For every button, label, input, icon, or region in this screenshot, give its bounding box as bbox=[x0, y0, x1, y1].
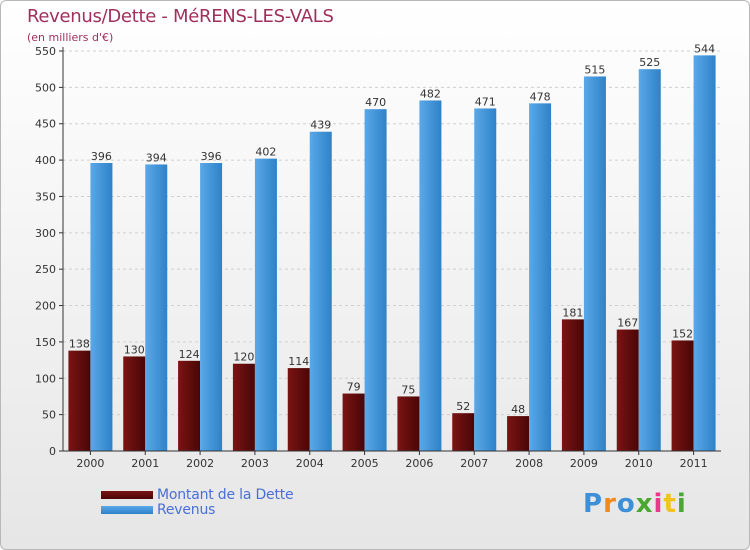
data-label-revenue: 478 bbox=[530, 90, 551, 103]
legend-label-revenue: Revenus bbox=[157, 502, 216, 518]
x-tick-label: 2010 bbox=[625, 457, 653, 470]
axes: 0 50 100 150 200 250 300 350 400 450 500 550 2000 200… bbox=[35, 45, 721, 470]
bar-debt bbox=[616, 329, 639, 451]
bar-revenue bbox=[364, 109, 387, 451]
data-label-debt: 130 bbox=[124, 343, 145, 356]
legend-label-debt: Montant de la Dette bbox=[157, 487, 294, 503]
x-tick-label: 2009 bbox=[570, 457, 598, 470]
x-tick-label: 2000 bbox=[76, 457, 104, 470]
data-label-debt: 124 bbox=[179, 348, 200, 361]
data-label-revenue: 470 bbox=[365, 96, 386, 109]
y-tick-label: 50 bbox=[42, 409, 56, 422]
x-tick-label: 2002 bbox=[186, 457, 214, 470]
y-tick-label: 100 bbox=[35, 372, 56, 385]
data-label-revenue: 544 bbox=[694, 42, 715, 55]
x-tick-label: 2004 bbox=[296, 457, 324, 470]
x-tick-label: 2001 bbox=[131, 457, 159, 470]
data-label-debt: 181 bbox=[562, 306, 583, 319]
legend-swatch-revenue bbox=[101, 506, 153, 514]
chart-subtitle: (en milliers d'€) bbox=[27, 31, 114, 44]
bar-debt bbox=[287, 368, 310, 451]
x-tick-label: 2003 bbox=[241, 457, 269, 470]
x-tick-label: 2005 bbox=[351, 457, 379, 470]
bar-debt bbox=[178, 360, 201, 451]
bar-revenue bbox=[693, 55, 716, 451]
data-label-debt: 114 bbox=[288, 355, 309, 368]
bar-revenue bbox=[638, 69, 661, 451]
y-tick-label: 500 bbox=[35, 81, 56, 94]
chart-title: Revenus/Dette - MéRENS-LES-VALS bbox=[27, 6, 334, 27]
x-tick-label: 2006 bbox=[405, 457, 433, 470]
x-tick-label: 2011 bbox=[680, 457, 708, 470]
data-label-debt: 138 bbox=[69, 338, 90, 351]
logo-letter: r bbox=[603, 489, 617, 519]
y-tick-label: 400 bbox=[35, 154, 56, 167]
data-label-revenue: 471 bbox=[475, 95, 496, 108]
data-label-debt: 79 bbox=[347, 381, 361, 394]
data-label-debt: 75 bbox=[401, 383, 415, 396]
bars bbox=[68, 55, 716, 452]
bar-debt bbox=[123, 356, 146, 451]
data-label-revenue: 482 bbox=[420, 87, 441, 100]
logo-letter: i bbox=[676, 489, 687, 519]
data-label-debt: 120 bbox=[233, 351, 254, 364]
bar-debt bbox=[561, 319, 584, 451]
x-tick-label: 2008 bbox=[515, 457, 543, 470]
y-tick-label: 200 bbox=[35, 300, 56, 313]
bar-debt bbox=[232, 363, 255, 451]
bar-revenue bbox=[145, 164, 168, 452]
y-tick-label: 150 bbox=[35, 336, 56, 349]
data-labels: 138 396 130 394 124 396 120 402 114 439 79 470 75 482… bbox=[69, 42, 715, 416]
legend-item-debt: Montant de la Dette bbox=[101, 487, 294, 503]
logo-letter: t bbox=[663, 489, 677, 519]
bar-revenue bbox=[419, 100, 442, 452]
logo-letter: o bbox=[616, 489, 636, 519]
bar-revenue bbox=[254, 158, 277, 452]
data-label-revenue: 515 bbox=[584, 63, 605, 76]
bar-debt bbox=[68, 350, 91, 451]
bar-revenue bbox=[474, 108, 497, 452]
data-label-revenue: 439 bbox=[310, 119, 331, 132]
data-label-revenue: 394 bbox=[146, 151, 167, 164]
logo-letter: P bbox=[583, 489, 604, 519]
bar-revenue bbox=[200, 163, 223, 451]
gridlines bbox=[63, 50, 721, 416]
y-tick-label: 300 bbox=[35, 227, 56, 240]
data-label-revenue: 396 bbox=[201, 150, 222, 163]
logo-letter: i bbox=[653, 489, 664, 519]
bar-debt bbox=[397, 396, 420, 451]
bar-revenue bbox=[583, 76, 606, 452]
data-label-revenue: 396 bbox=[91, 150, 112, 163]
bar-revenue bbox=[529, 103, 552, 451]
bar-revenue bbox=[309, 131, 332, 451]
bar-debt bbox=[452, 413, 475, 451]
y-tick-label: 250 bbox=[35, 263, 56, 276]
data-label-debt: 152 bbox=[672, 327, 693, 340]
x-tick-label: 2007 bbox=[460, 457, 488, 470]
bar-revenue bbox=[90, 163, 113, 451]
data-label-debt: 52 bbox=[456, 400, 470, 413]
proxiti-logo: Proxiti bbox=[583, 489, 687, 519]
bar-debt bbox=[671, 340, 694, 451]
data-label-debt: 48 bbox=[511, 403, 525, 416]
y-tick-label: 450 bbox=[35, 118, 56, 131]
legend-swatch-debt bbox=[101, 491, 153, 499]
logo-letter: x bbox=[635, 489, 654, 519]
y-tick-label: 0 bbox=[49, 445, 56, 458]
data-label-revenue: 402 bbox=[255, 146, 276, 159]
data-label-debt: 167 bbox=[617, 317, 638, 330]
legend-item-revenue: Revenus bbox=[101, 502, 215, 518]
bar-debt bbox=[507, 416, 530, 451]
bar-debt bbox=[342, 393, 365, 451]
y-tick-label: 350 bbox=[35, 190, 56, 203]
data-label-revenue: 525 bbox=[639, 56, 660, 69]
y-tick-label: 550 bbox=[35, 45, 56, 58]
